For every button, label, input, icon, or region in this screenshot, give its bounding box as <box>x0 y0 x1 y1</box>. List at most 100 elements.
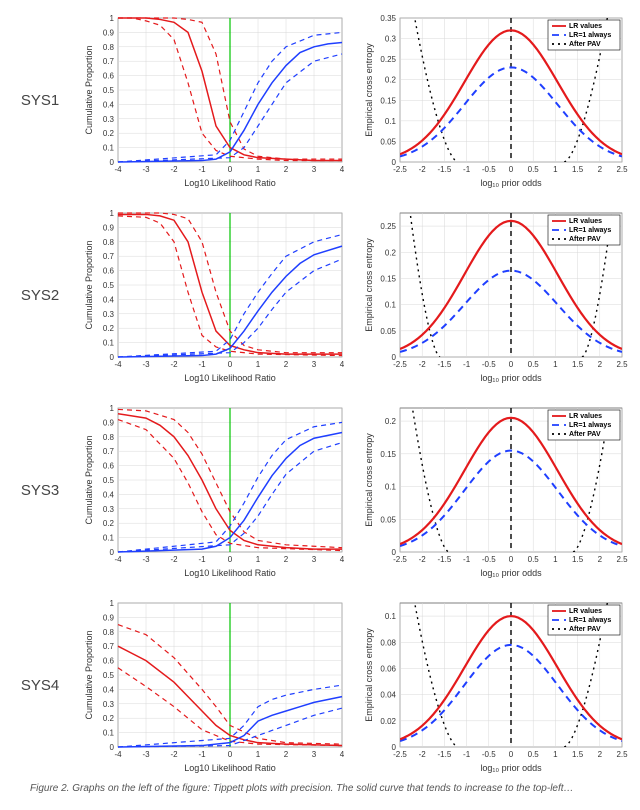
svg-text:0: 0 <box>509 750 514 759</box>
svg-text:0.6: 0.6 <box>103 72 115 81</box>
svg-text:0.3: 0.3 <box>103 700 115 709</box>
svg-text:0: 0 <box>392 353 397 362</box>
svg-text:2.5: 2.5 <box>616 360 628 369</box>
svg-text:0.1: 0.1 <box>103 144 115 153</box>
svg-text:-2: -2 <box>170 165 178 174</box>
svg-text:4: 4 <box>340 750 345 759</box>
svg-text:0.8: 0.8 <box>103 433 115 442</box>
svg-text:2: 2 <box>598 165 603 174</box>
svg-text:0.3: 0.3 <box>103 505 115 514</box>
svg-text:-4: -4 <box>114 165 122 174</box>
svg-text:0.15: 0.15 <box>380 96 396 105</box>
svg-text:-1: -1 <box>463 360 471 369</box>
svg-text:0.9: 0.9 <box>103 28 115 37</box>
svg-text:Cumulative Proportion: Cumulative Proportion <box>84 435 94 524</box>
ece-plot-sys1: -2.5-2-1.5-1-0.500.511.522.500.050.10.15… <box>360 10 630 190</box>
svg-text:LR values: LR values <box>569 23 602 30</box>
svg-text:0.06: 0.06 <box>380 664 396 673</box>
row-label-sys4: SYS4 <box>10 595 70 775</box>
svg-text:After PAV: After PAV <box>569 41 601 48</box>
svg-text:1.5: 1.5 <box>572 165 584 174</box>
svg-text:-1: -1 <box>198 750 206 759</box>
svg-text:0.3: 0.3 <box>103 115 115 124</box>
svg-text:2.5: 2.5 <box>616 750 628 759</box>
svg-text:2: 2 <box>284 360 289 369</box>
svg-text:-2: -2 <box>419 360 427 369</box>
svg-text:0.25: 0.25 <box>380 222 396 231</box>
svg-text:Empirical cross entropy: Empirical cross entropy <box>364 43 374 137</box>
svg-text:0.05: 0.05 <box>380 327 396 336</box>
svg-text:1: 1 <box>553 165 558 174</box>
svg-text:-2: -2 <box>419 165 427 174</box>
svg-text:log₁₀ prior odds: log₁₀ prior odds <box>480 568 542 578</box>
svg-text:log₁₀ prior odds: log₁₀ prior odds <box>480 178 542 188</box>
svg-text:Log10 Likelihood Ratio: Log10 Likelihood Ratio <box>184 373 276 383</box>
svg-text:0.9: 0.9 <box>103 613 115 622</box>
svg-text:LR values: LR values <box>569 608 602 615</box>
svg-text:0.1: 0.1 <box>385 301 397 310</box>
svg-text:LR=1 always: LR=1 always <box>569 32 611 39</box>
svg-text:-1: -1 <box>463 555 471 564</box>
svg-text:0.2: 0.2 <box>385 248 397 257</box>
svg-text:Cumulative Proportion: Cumulative Proportion <box>84 630 94 719</box>
svg-text:-3: -3 <box>142 555 150 564</box>
svg-text:-1.5: -1.5 <box>438 360 452 369</box>
svg-text:0: 0 <box>228 555 233 564</box>
svg-text:1: 1 <box>110 14 115 23</box>
svg-text:-1: -1 <box>198 555 206 564</box>
figure-grid: SYS1-4-3-2-10123400.10.20.30.40.50.60.70… <box>10 10 630 775</box>
tippett-plot-sys4: -4-3-2-10123400.10.20.30.40.50.60.70.80.… <box>80 595 350 775</box>
tippett-plot-sys3: -4-3-2-10123400.10.20.30.40.50.60.70.80.… <box>80 400 350 580</box>
svg-text:LR=1 always: LR=1 always <box>569 422 611 429</box>
svg-text:0.08: 0.08 <box>380 638 396 647</box>
svg-text:0.4: 0.4 <box>103 100 115 109</box>
svg-text:1: 1 <box>553 360 558 369</box>
svg-text:1: 1 <box>110 599 115 608</box>
svg-text:1: 1 <box>110 404 115 413</box>
tippett-plot-sys2: -4-3-2-10123400.10.20.30.40.50.60.70.80.… <box>80 205 350 385</box>
svg-text:0.05: 0.05 <box>380 515 396 524</box>
svg-text:3: 3 <box>312 360 317 369</box>
svg-text:-1: -1 <box>198 360 206 369</box>
svg-text:-1.5: -1.5 <box>438 165 452 174</box>
svg-text:0.5: 0.5 <box>103 86 115 95</box>
svg-text:0.35: 0.35 <box>380 14 396 23</box>
svg-text:0.1: 0.1 <box>385 483 397 492</box>
svg-text:3: 3 <box>312 165 317 174</box>
svg-text:0.02: 0.02 <box>380 717 396 726</box>
svg-text:-3: -3 <box>142 165 150 174</box>
figure-caption: Figure 2. Graphs on the left of the figu… <box>10 783 630 794</box>
svg-text:0.4: 0.4 <box>103 295 115 304</box>
svg-text:-2: -2 <box>419 750 427 759</box>
svg-text:0.3: 0.3 <box>385 35 397 44</box>
svg-text:1: 1 <box>256 750 261 759</box>
svg-text:0: 0 <box>228 750 233 759</box>
svg-text:2: 2 <box>284 555 289 564</box>
svg-text:Cumulative Proportion: Cumulative Proportion <box>84 45 94 134</box>
svg-text:0.7: 0.7 <box>103 642 115 651</box>
svg-text:0.1: 0.1 <box>385 612 397 621</box>
svg-text:3: 3 <box>312 750 317 759</box>
svg-text:0.8: 0.8 <box>103 238 115 247</box>
svg-text:1.5: 1.5 <box>572 360 584 369</box>
svg-text:0.9: 0.9 <box>103 223 115 232</box>
svg-text:0: 0 <box>110 743 115 752</box>
row-label-sys3: SYS3 <box>10 400 70 580</box>
svg-text:LR=1 always: LR=1 always <box>569 227 611 234</box>
svg-text:-3: -3 <box>142 360 150 369</box>
svg-text:Empirical cross entropy: Empirical cross entropy <box>364 238 374 332</box>
svg-text:-2: -2 <box>419 555 427 564</box>
svg-text:1.5: 1.5 <box>572 750 584 759</box>
svg-text:-0.5: -0.5 <box>482 555 496 564</box>
tippett-plot-sys1: -4-3-2-10123400.10.20.30.40.50.60.70.80.… <box>80 10 350 190</box>
svg-text:0.05: 0.05 <box>380 137 396 146</box>
svg-text:0: 0 <box>110 158 115 167</box>
svg-text:0.15: 0.15 <box>380 450 396 459</box>
svg-text:0.2: 0.2 <box>385 417 397 426</box>
svg-text:2: 2 <box>284 165 289 174</box>
svg-text:After PAV: After PAV <box>569 431 601 438</box>
svg-text:0.4: 0.4 <box>103 685 115 694</box>
svg-text:0.8: 0.8 <box>103 628 115 637</box>
svg-text:0.1: 0.1 <box>103 339 115 348</box>
svg-text:0: 0 <box>392 548 397 557</box>
